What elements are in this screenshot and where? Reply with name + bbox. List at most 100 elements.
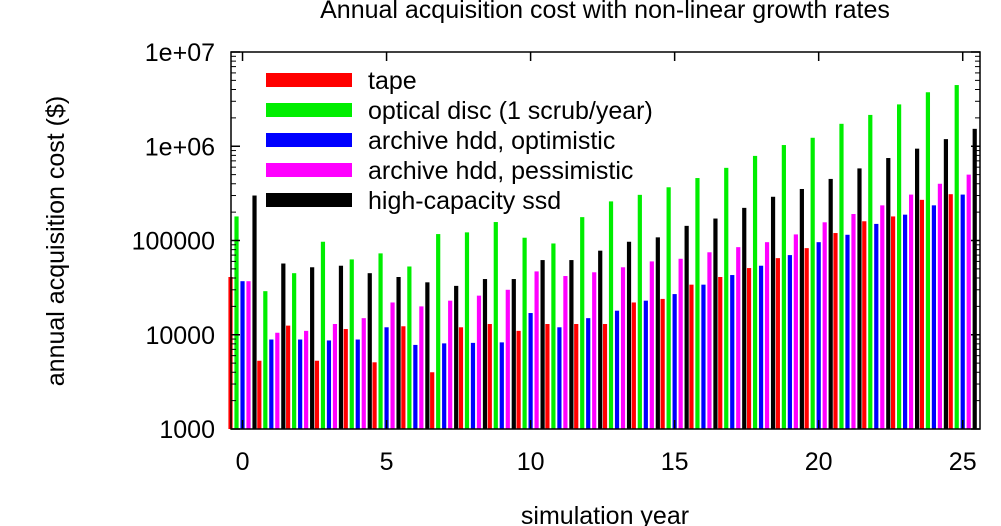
bar-1-21	[839, 123, 844, 429]
bar-2-14	[643, 300, 648, 429]
bar-2-24	[931, 205, 937, 429]
bar-3-14	[649, 261, 654, 429]
bar-0-6	[401, 326, 406, 429]
bar-0-20	[804, 248, 809, 429]
bar-2-21	[845, 234, 850, 429]
bar-2-20	[816, 242, 821, 429]
bar-2-22	[874, 223, 879, 429]
bar-2-18	[758, 265, 764, 429]
bar-2-17	[730, 275, 735, 429]
bar-4-7	[454, 285, 459, 429]
bar-2-5	[384, 327, 389, 429]
bar-1-18	[752, 155, 758, 429]
bar-2-8	[470, 342, 476, 429]
bar-2-6	[413, 344, 418, 429]
bar-4-10	[540, 260, 545, 429]
bar-4-15	[684, 225, 689, 429]
legend-swatch-4	[266, 193, 352, 207]
bar-0-2	[286, 325, 291, 429]
bar-1-0	[234, 216, 239, 429]
bar-3-10	[534, 271, 539, 429]
bar-1-8	[464, 232, 470, 429]
bar-2-7	[442, 343, 447, 429]
bar-1-2	[292, 273, 297, 429]
legend-label-2: archive hdd, optimistic	[368, 127, 615, 155]
bar-0-9	[487, 324, 492, 429]
bar-3-17	[736, 247, 741, 429]
bar-3-4	[361, 318, 366, 429]
bar-4-1	[281, 263, 286, 429]
bar-4-19	[799, 188, 804, 429]
bar-3-1	[275, 332, 280, 429]
bar-4-9	[511, 279, 516, 429]
bar-2-23	[903, 214, 908, 429]
x-tick-label: 15	[661, 448, 689, 476]
bar-4-0	[252, 195, 257, 429]
bar-2-1	[269, 339, 274, 429]
bar-4-12	[598, 250, 603, 429]
bar-1-23	[897, 104, 902, 430]
bar-0-7	[430, 372, 435, 429]
x-tick-label: 10	[517, 448, 545, 476]
bar-3-19	[793, 234, 798, 429]
legend-label-3: archive hdd, pessimistic	[368, 157, 633, 185]
legend-swatch-3	[266, 163, 352, 177]
y-tick-label: 1000	[159, 416, 215, 444]
bar-0-14	[631, 302, 636, 429]
bar-3-25	[966, 174, 971, 429]
legend-label-0: tape	[368, 67, 417, 95]
bar-1-1	[263, 291, 268, 429]
bar-4-11	[569, 260, 574, 429]
bar-3-11	[563, 276, 568, 429]
bar-4-25	[972, 128, 977, 429]
bar-3-5	[390, 302, 395, 429]
bar-3-13	[620, 267, 626, 429]
legend-label-4: high-capacity ssd	[368, 187, 561, 215]
bar-0-18	[746, 268, 752, 429]
y-tick-label: 100000	[132, 228, 215, 256]
bar-4-21	[857, 168, 862, 429]
bar-2-10	[528, 313, 533, 429]
bar-4-6	[425, 282, 430, 429]
bar-3-22	[880, 205, 885, 429]
bar-4-5	[396, 277, 401, 429]
bar-0-16	[689, 284, 694, 429]
bar-0-12	[574, 324, 579, 429]
bar-3-15	[678, 258, 683, 429]
x-tick-label: 0	[236, 448, 250, 476]
x-tick-label: 25	[949, 448, 977, 476]
bar-1-12	[580, 217, 585, 429]
bar-0-25	[948, 194, 953, 429]
bar-2-16	[701, 284, 706, 429]
bar-0-24	[919, 199, 925, 429]
bar-3-0	[246, 281, 251, 429]
bar-0-15	[660, 298, 665, 429]
bar-4-17	[742, 207, 747, 429]
bar-1-5	[378, 253, 383, 429]
bar-1-4	[349, 259, 354, 429]
bar-0-13	[602, 324, 608, 429]
bar-1-19	[781, 145, 786, 430]
bar-0-11	[545, 324, 550, 429]
bar-3-3	[332, 324, 338, 429]
bar-2-4	[355, 339, 360, 429]
bar-0-23	[891, 216, 896, 429]
x-axis-label: simulation year	[521, 502, 689, 526]
bar-0-22	[862, 221, 867, 429]
bar-4-18	[770, 196, 776, 429]
bar-2-3	[326, 340, 332, 429]
bar-4-3	[338, 265, 344, 429]
bar-1-15	[666, 187, 671, 429]
bar-1-22	[868, 114, 873, 430]
legend-swatch-0	[266, 73, 352, 87]
bar-2-19	[787, 255, 792, 429]
legend-label-1: optical disc (1 scrub/year)	[368, 97, 653, 125]
bar-3-16	[707, 252, 712, 429]
bar-1-7	[436, 234, 441, 429]
bar-2-11	[557, 327, 562, 429]
bar-0-8	[458, 327, 464, 429]
bar-4-22	[886, 158, 891, 429]
bar-3-23	[909, 194, 914, 429]
